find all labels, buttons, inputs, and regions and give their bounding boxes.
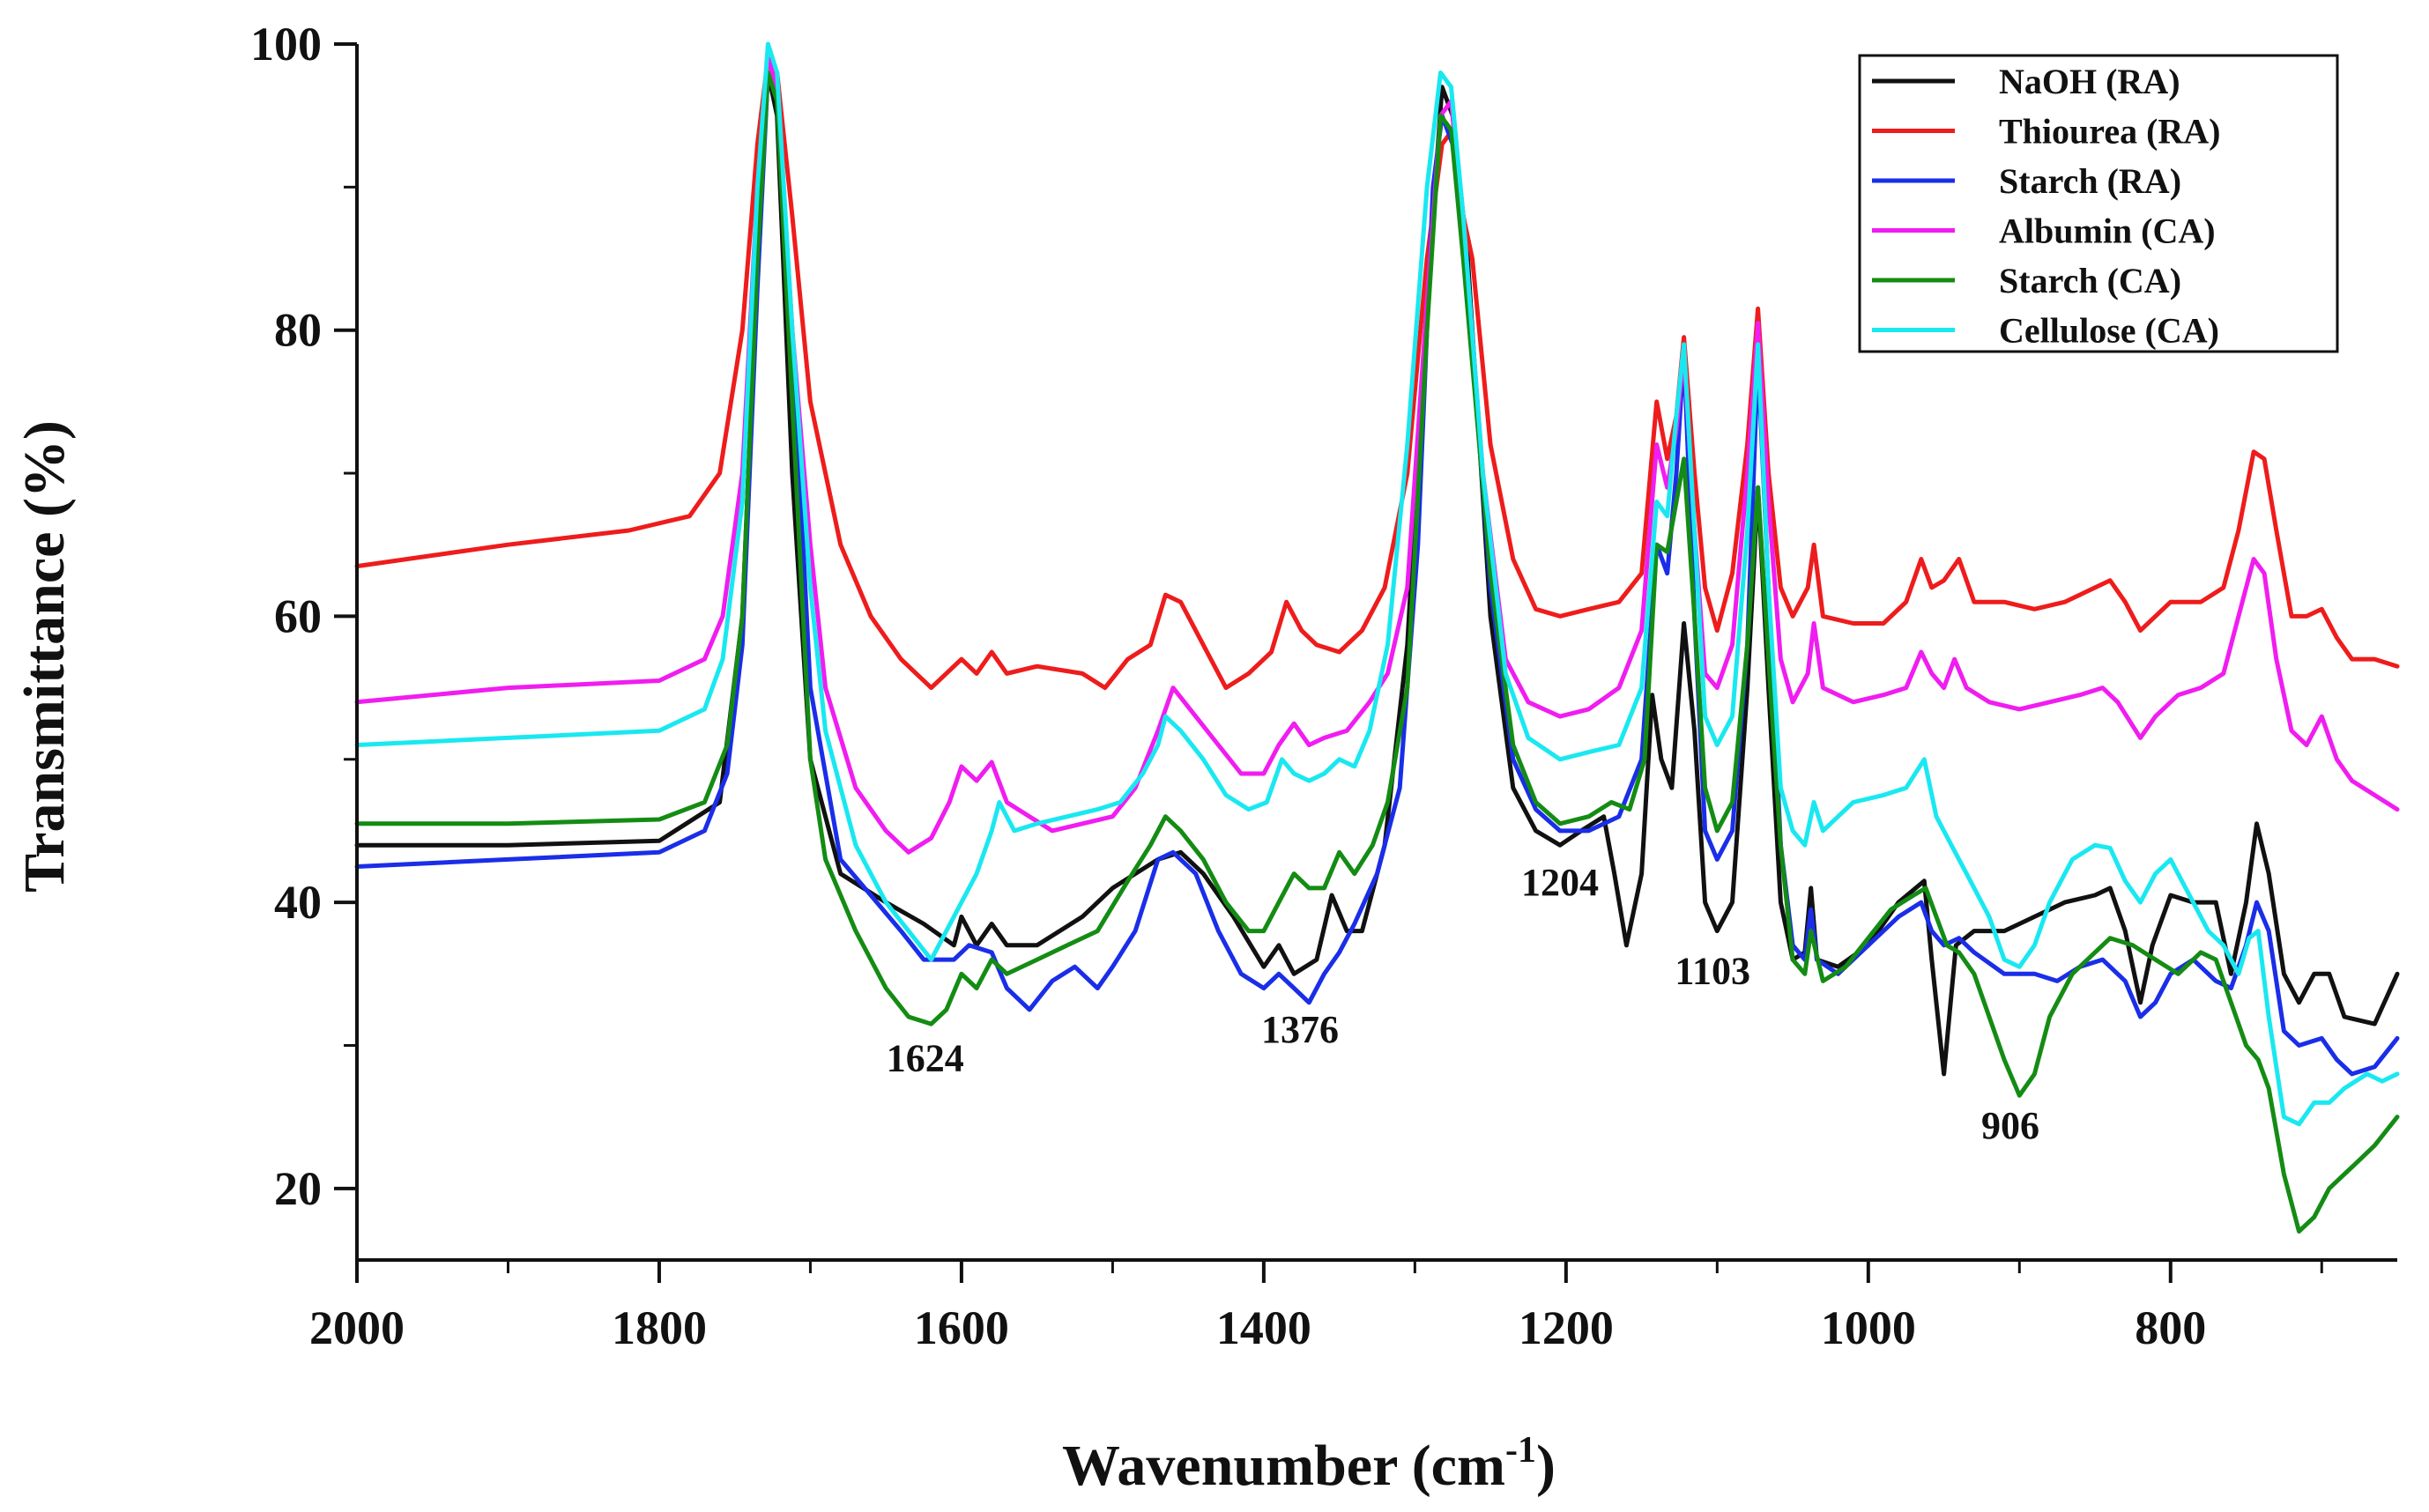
x-tick-label: 2000 bbox=[309, 1301, 405, 1354]
y-tick-label: 60 bbox=[274, 589, 322, 642]
x-tick-label: 1800 bbox=[612, 1301, 707, 1354]
legend-label: Thiourea (RA) bbox=[1999, 112, 2220, 152]
legend-label: Cellulose (CA) bbox=[1999, 311, 2219, 351]
peak-annotation: 1204 bbox=[1521, 861, 1599, 904]
peak-annotation: 1376 bbox=[1261, 1008, 1339, 1051]
axes-layer bbox=[334, 42, 2397, 1283]
peak-annotation: 906 bbox=[1981, 1104, 2039, 1147]
y-tick-label: 100 bbox=[250, 18, 322, 70]
series-line-1 bbox=[354, 56, 2400, 691]
tick-label-layer: 20 40 60 80 100 2000 1800 1600 1400 1200 1000 800 bbox=[250, 18, 2206, 1354]
x-tick-label: 1200 bbox=[1519, 1301, 1614, 1354]
series-layer bbox=[354, 41, 2400, 1234]
series-line-3 bbox=[354, 56, 2400, 855]
peak-annotation: 1624 bbox=[887, 1037, 964, 1080]
legend-label: Starch (CA) bbox=[1999, 261, 2181, 300]
x-tick-label: 1000 bbox=[1821, 1301, 1916, 1354]
legend-label: Starch (RA) bbox=[1999, 161, 2181, 201]
legend-box bbox=[1858, 54, 2339, 353]
series-line-2 bbox=[354, 70, 2400, 1077]
annotation-layer: 1624 1376 1204 1103 906 bbox=[887, 861, 2039, 1147]
series-line-0 bbox=[354, 70, 2400, 1077]
legend: NaOH (RA) Thiourea (RA) Starch (RA) Albumin… bbox=[1858, 54, 2339, 353]
series-line-4 bbox=[354, 70, 2400, 1234]
y-tick-label: 80 bbox=[274, 304, 322, 357]
peak-annotation: 1103 bbox=[1675, 950, 1750, 993]
x-tick-label: 1600 bbox=[914, 1301, 1009, 1354]
y-axis-title: Transmittance (%) bbox=[12, 420, 77, 893]
series-line-5 bbox=[354, 41, 2400, 1127]
y-tick-label: 20 bbox=[274, 1162, 322, 1215]
y-tick-label: 40 bbox=[274, 876, 322, 929]
legend-label: NaOH (RA) bbox=[1999, 62, 2180, 101]
x-axis-title: Wavenumber (cm-1) bbox=[1062, 1430, 1556, 1498]
x-tick-label: 1400 bbox=[1216, 1301, 1311, 1354]
x-tick-label: 800 bbox=[2135, 1301, 2206, 1354]
legend-label: Albumin (CA) bbox=[1999, 211, 2216, 251]
